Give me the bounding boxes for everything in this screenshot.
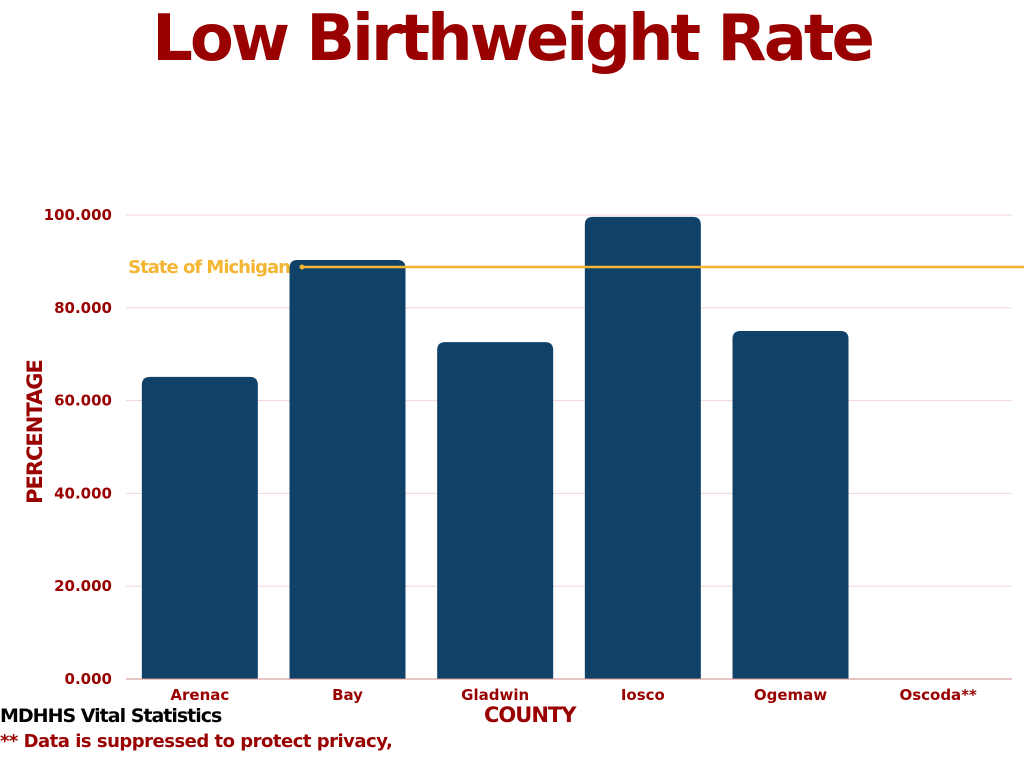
y-axis-ticks: 0.000 20.000 40.000 60.000 80.000 100.000 xyxy=(44,206,112,688)
chart-title: Low Birthweight Rate xyxy=(152,2,875,76)
bar-bay xyxy=(289,260,406,679)
x-category-label: Oscoda** xyxy=(899,686,977,704)
bars xyxy=(141,216,849,679)
x-category-label: Arenac xyxy=(170,686,229,704)
reference-line-marker xyxy=(299,264,305,270)
y-tick-label: 60.000 xyxy=(54,392,112,410)
reference-line-label: State of Michigan xyxy=(128,257,290,278)
bar-ogemaw xyxy=(732,331,849,679)
y-tick-label: 80.000 xyxy=(54,299,112,317)
x-axis-label: COUNTY xyxy=(484,703,576,727)
bar-gladwin xyxy=(437,342,554,679)
x-category-label: Gladwin xyxy=(461,686,529,704)
x-category-label: Iosco xyxy=(621,686,665,704)
x-category-label: Ogemaw xyxy=(754,686,827,704)
bar-arenac xyxy=(141,376,258,679)
y-axis-label: PERCENTAGE xyxy=(23,360,47,504)
source-note: MDHHS Vital Statistics xyxy=(0,705,222,727)
gridlines xyxy=(126,214,1012,587)
bar-iosco xyxy=(584,216,701,679)
y-tick-label: 100.000 xyxy=(44,206,112,224)
x-axis-categories: Arenac Bay Gladwin Iosco Ogemaw Oscoda** xyxy=(170,686,977,704)
y-tick-label: 20.000 xyxy=(54,577,112,595)
y-tick-label: 40.000 xyxy=(54,484,112,502)
y-tick-label: 0.000 xyxy=(65,670,112,688)
x-category-label: Bay xyxy=(332,686,363,704)
suppression-note: ** Data is suppressed to protect privacy… xyxy=(0,731,393,752)
